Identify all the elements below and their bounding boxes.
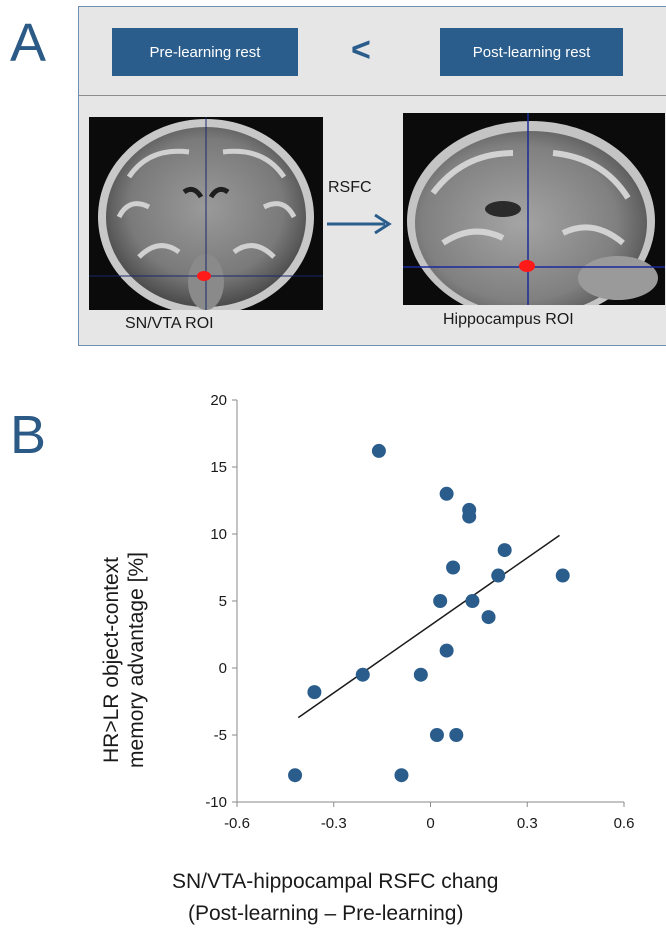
data-point	[288, 768, 303, 783]
y-axis-label-group: HR>LR object-context memory advantage [%…	[100, 552, 148, 768]
data-point	[446, 560, 461, 575]
data-point	[555, 568, 570, 583]
y-tick-label: 15	[210, 459, 227, 476]
data-point	[371, 443, 386, 458]
pre-learning-rest-box: Pre-learning rest	[112, 28, 298, 76]
panel-a-frame: Pre-learning rest < Post-learning rest S…	[78, 6, 666, 346]
hippocampus-roi-label: Hippocampus ROI	[443, 311, 574, 328]
comparison-symbol: <	[351, 31, 371, 69]
y-tick-label: 10	[210, 526, 227, 543]
y-tick-label: 20	[210, 392, 227, 409]
data-point	[465, 594, 480, 608]
data-point	[307, 685, 322, 700]
x-tick-label: -0.6	[224, 815, 250, 832]
condition-row: Pre-learning rest < Post-learning rest	[79, 7, 666, 96]
y-tick-label: -5	[214, 727, 227, 744]
data-point	[491, 568, 506, 583]
y-tick-label: 0	[219, 660, 227, 677]
data-point	[449, 728, 464, 742]
snvta-roi-label: SN/VTA ROI	[125, 315, 214, 332]
coronal-mri-image	[89, 117, 323, 310]
y-tick-label: 5	[219, 593, 227, 610]
post-learning-rest-box: Post-learning rest	[440, 28, 623, 76]
trend-line	[297, 534, 560, 719]
arrow-right-icon	[327, 213, 392, 235]
sagittal-mri-image	[403, 113, 665, 305]
x-tick-label: 0.6	[614, 815, 635, 832]
rsfc-label: RSFC	[328, 179, 372, 196]
data-point	[481, 610, 496, 625]
y-axis-label-line1: HR>LR object-context	[100, 557, 123, 763]
y-axis-label-line2: memory advantage [%]	[125, 552, 148, 768]
x-tick-label: -0.3	[321, 815, 347, 832]
data-point	[439, 643, 454, 658]
data-point	[413, 667, 428, 682]
panel-letter-b: B	[10, 405, 47, 465]
data-point	[394, 768, 409, 783]
x-axis-label-line2: (Post-learning – Pre-learning)	[188, 902, 464, 925]
x-axis-label-line1: SN/VTA-hippocampal RSFC chang	[172, 870, 499, 893]
data-point	[433, 594, 448, 608]
data-point	[355, 667, 370, 682]
data-point	[439, 486, 454, 501]
x-tick-label: 0	[426, 815, 434, 832]
x-tick-label: 0.3	[517, 815, 538, 832]
data-point	[429, 728, 444, 742]
panel-letter-a: A	[10, 13, 47, 73]
data-point	[497, 543, 512, 558]
scatter-chart: HR>LR object-context memory advantage [%…	[100, 392, 635, 832]
y-tick-label: -10	[205, 794, 227, 811]
data-point	[462, 509, 477, 524]
